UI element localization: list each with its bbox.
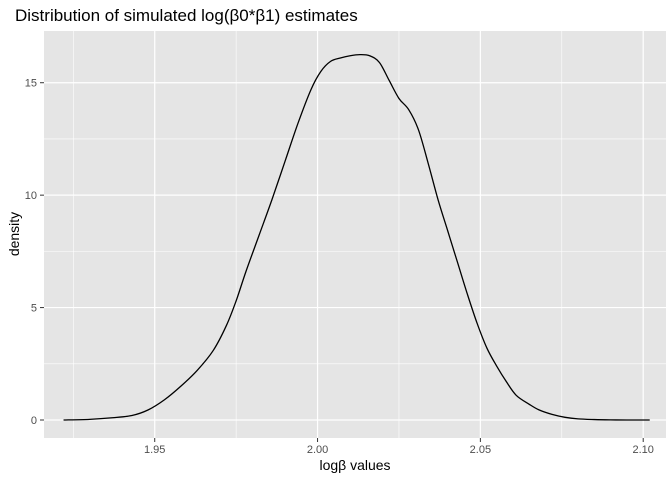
x-tick-label: 1.95 xyxy=(144,444,165,456)
density-curve xyxy=(63,53,650,421)
x-tick-label: 2.05 xyxy=(470,444,491,456)
x-tick-label: 2.10 xyxy=(632,444,653,456)
y-axis-ticks: 0 5 10 15 xyxy=(25,78,44,427)
chart-title: Distribution of simulated log(β0*β1) est… xyxy=(15,6,358,25)
y-tick-label: 5 xyxy=(31,303,37,315)
x-tick-label: 2.00 xyxy=(307,444,328,456)
y-tick-label: 15 xyxy=(25,78,37,90)
y-axis-title: density xyxy=(6,212,22,256)
major-gridlines xyxy=(44,31,666,438)
y-tick-label: 10 xyxy=(25,190,37,202)
y-tick-label: 0 xyxy=(31,415,37,427)
x-axis-ticks: 1.95 2.00 2.05 2.10 xyxy=(144,438,654,456)
x-axis-title: logβ values xyxy=(319,457,390,473)
plot-panel xyxy=(44,31,666,438)
